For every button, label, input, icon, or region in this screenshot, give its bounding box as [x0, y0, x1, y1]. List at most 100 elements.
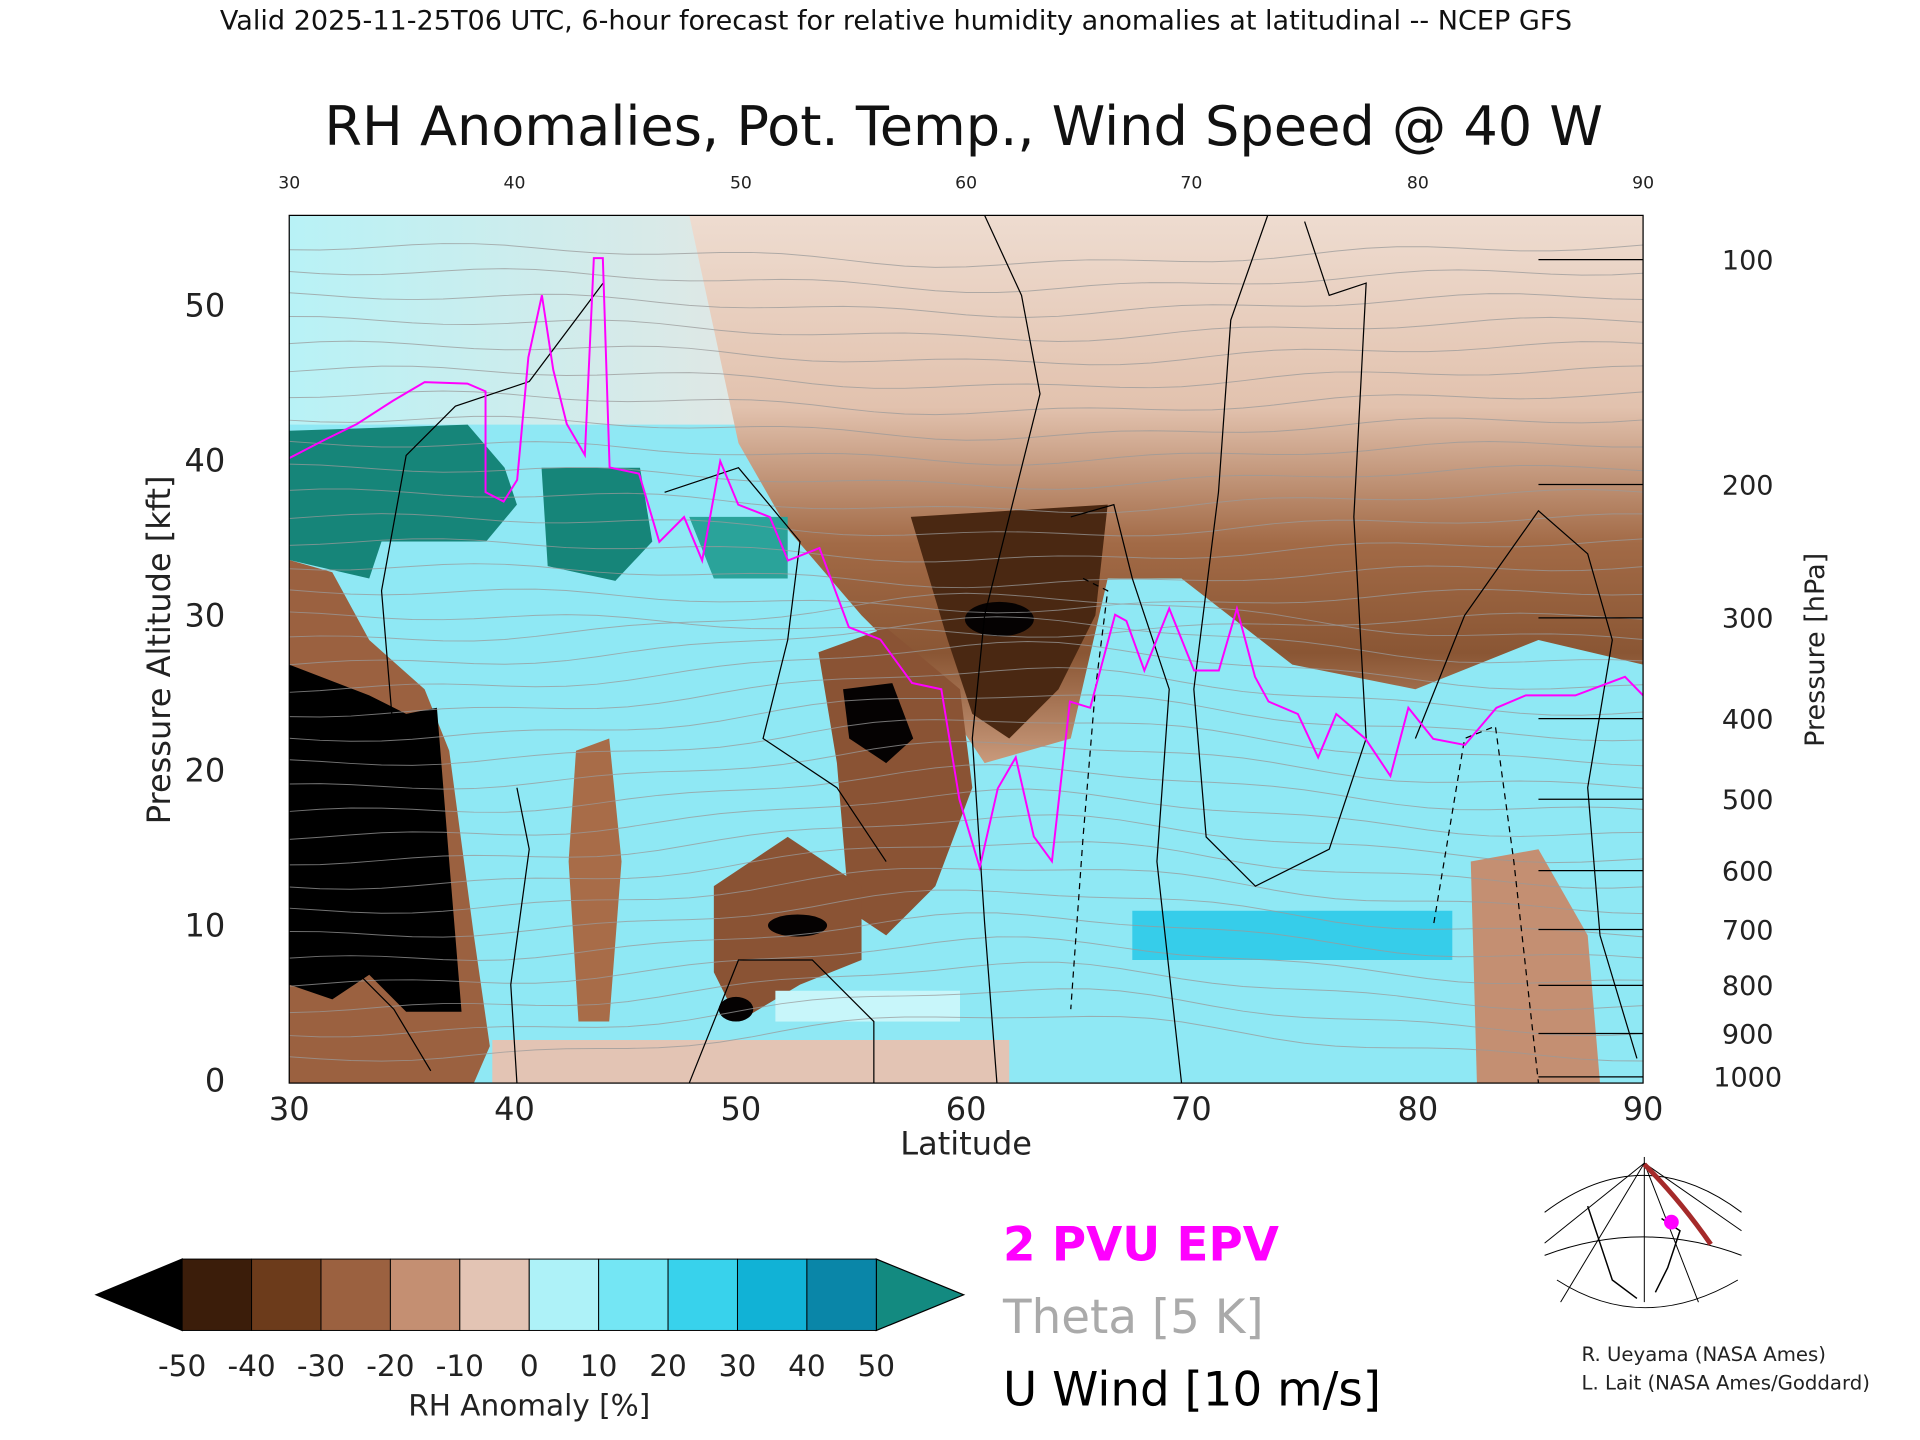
- theta-contour: [289, 640, 1644, 693]
- y-tick: 50: [185, 286, 226, 324]
- plot-area: [289, 215, 1644, 1084]
- pressure-tick: 700: [1722, 915, 1774, 946]
- top-tick: 30: [278, 173, 300, 193]
- section-line: [1642, 1162, 1713, 1246]
- colorbar-tick: 20: [649, 1349, 687, 1383]
- pressure-tick: 800: [1722, 971, 1774, 1002]
- legend-theta: Theta [5 K]: [1002, 1291, 1264, 1345]
- pressure-tick: 400: [1722, 704, 1774, 735]
- theta-contour: [289, 243, 1644, 268]
- colorbar-bin: [806, 1258, 877, 1331]
- y-axis-left: 0 10 20 30 40 50 Pressure Altitude [kft]: [140, 286, 225, 1099]
- wind-contour: [1070, 503, 1183, 1084]
- field-upper-band: [689, 215, 1644, 764]
- theta-contour: [289, 741, 1644, 790]
- colorbar-tick: 30: [719, 1349, 757, 1383]
- colorbar-bin: [251, 1258, 322, 1331]
- pv-2pvu-line: [289, 257, 1644, 872]
- x-tick: 80: [1397, 1090, 1438, 1128]
- theta-contour: [289, 961, 1644, 1014]
- theta-contour: [289, 912, 1644, 961]
- theta-contour: [289, 440, 1644, 466]
- top-tick: 50: [730, 173, 752, 193]
- legend-pv: 2 PVU EPV: [1003, 1218, 1279, 1272]
- wind-contours: [289, 215, 1638, 1084]
- wind-contour: [1193, 215, 1367, 887]
- theta-contour: [289, 563, 1644, 589]
- field-black-lower2: [718, 996, 754, 1022]
- pressure-tick: 900: [1722, 1019, 1774, 1050]
- theta-contour: [289, 988, 1644, 1038]
- locator-map: [1545, 1154, 1742, 1307]
- pressure-tick: 600: [1722, 856, 1774, 887]
- x-axis-top: 30 40 50 60 70 80 90: [278, 173, 1654, 193]
- colorbar-tick: -20: [366, 1349, 414, 1383]
- x-tick: 30: [269, 1090, 310, 1128]
- theta-contour: [289, 616, 1644, 666]
- theta-contour: [289, 592, 1644, 642]
- x-tick: 90: [1623, 1090, 1664, 1128]
- colorbar-tick: -40: [227, 1349, 275, 1383]
- theta-contour: [289, 889, 1644, 938]
- colorbar-low-arrow: [94, 1258, 183, 1332]
- colorbar-tick: -30: [297, 1349, 345, 1383]
- x-tick: 60: [946, 1090, 987, 1128]
- field-brown-column: [568, 738, 622, 1022]
- theta-contour: [289, 694, 1644, 742]
- theta-contour: [289, 764, 1644, 813]
- colorbar-bin: [667, 1258, 738, 1331]
- wind-contour: [289, 959, 432, 1072]
- field-teal-left: [289, 424, 517, 579]
- colorbar: RH Anomaly [%] -50 -40 -30 -20 -10 0 10 20 30 40 5…: [94, 1258, 966, 1422]
- colorbar-tick: -50: [158, 1349, 206, 1383]
- wind-contour-negative: [1433, 725, 1540, 1084]
- wind-contour: [380, 282, 604, 739]
- colorbar-tick: 0: [520, 1349, 539, 1383]
- theta-contour: [289, 340, 1644, 366]
- colorbar-tick: -10: [436, 1349, 484, 1383]
- location-dot: [1664, 1214, 1679, 1230]
- field-black-core: [964, 601, 1034, 637]
- theta-contour: [289, 463, 1644, 490]
- colorbar-bin: [736, 1258, 808, 1331]
- field-surface-strip: [492, 1040, 1010, 1084]
- colorbar-bin: [459, 1258, 530, 1331]
- field-brown-right: [1470, 849, 1600, 1084]
- colorbar-high-arrow: [875, 1258, 966, 1332]
- colorbar-bin: [528, 1258, 600, 1331]
- y-tick: 10: [185, 907, 226, 945]
- y-tick: 40: [185, 441, 226, 479]
- field-black-left: [289, 664, 462, 1012]
- field-teal-mid: [541, 467, 653, 581]
- top-tick: 60: [955, 173, 977, 193]
- top-tick: 80: [1407, 173, 1429, 193]
- theta-contour: [289, 538, 1644, 563]
- theta-contour: [289, 611, 1644, 638]
- y-tick: 0: [205, 1062, 225, 1100]
- wind-contour: [664, 466, 887, 862]
- legend-wind: U Wind [10 m/s]: [1003, 1364, 1381, 1418]
- x-axis-label: Latitude: [900, 1124, 1032, 1162]
- theta-contour: [289, 390, 1644, 416]
- colorbar-bin: [320, 1258, 391, 1331]
- colorbar-bin: [598, 1258, 669, 1331]
- theta-contour: [289, 292, 1644, 318]
- plot-frame: [288, 214, 1644, 1084]
- x-tick: 50: [721, 1090, 762, 1128]
- field-teal-mid2: [689, 516, 788, 579]
- colorbar-tick: 50: [858, 1349, 896, 1383]
- y-axis-label: Pressure Altitude [kft]: [140, 475, 178, 824]
- pressure-tick: 500: [1722, 785, 1774, 816]
- wind-contour: [510, 787, 530, 1084]
- wind-contour: [688, 959, 875, 1084]
- theta-contour: [289, 867, 1644, 915]
- theta-contour: [289, 365, 1644, 389]
- y-axis-right: Pressure [hPa] 100 200 300 400 500 600 700 800 9…: [1538, 245, 1831, 1094]
- y2-axis-label: Pressure [hPa]: [1800, 553, 1831, 747]
- colorbar-label: RH Anomaly [%]: [408, 1388, 650, 1422]
- field-cyan-low: [775, 990, 960, 1022]
- theta-contour: [289, 488, 1644, 514]
- pressure-tick: 1000: [1713, 1063, 1782, 1094]
- top-tick: 70: [1180, 173, 1202, 193]
